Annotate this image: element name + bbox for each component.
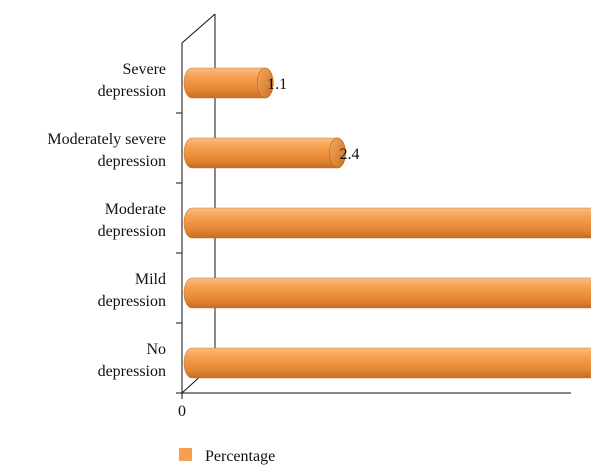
- bar: [183, 347, 591, 379]
- category-labels: Severe depression Moderately severe depress…: [47, 61, 166, 380]
- bar: [183, 207, 591, 239]
- bar: [183, 137, 346, 169]
- category-label: Moderate: [105, 201, 166, 218]
- category-label: No: [146, 341, 166, 358]
- bar-body: [183, 207, 591, 239]
- legend: Percentage: [179, 448, 275, 465]
- bar: [183, 67, 274, 99]
- bar-end-cap: [256, 67, 274, 99]
- category-label: depression: [98, 223, 166, 240]
- x-axis-ticks: 010203040506070: [178, 393, 186, 420]
- legend-label: Percentage: [205, 448, 275, 465]
- bar-body: [183, 347, 591, 379]
- bars-group: [183, 67, 591, 379]
- category-label: Severe: [122, 61, 166, 78]
- data-labels: 1.12.411.421.363.8: [267, 76, 359, 163]
- data-label: 2.4: [339, 146, 359, 163]
- category-label: depression: [98, 83, 166, 100]
- category-label: depression: [98, 293, 166, 310]
- data-label: 1.1: [267, 76, 287, 93]
- back-wall-frame: [181, 13, 216, 393]
- category-label: depression: [98, 363, 166, 380]
- category-ticks: [176, 112, 182, 394]
- bar-end-cap: [329, 137, 346, 169]
- category-label: depression: [98, 153, 166, 170]
- bar-body: [183, 277, 591, 309]
- bar-body: [183, 137, 346, 169]
- legend-swatch: [179, 448, 192, 461]
- bar: [183, 277, 591, 309]
- category-label: Moderately severe: [47, 131, 166, 148]
- category-label: Mild: [135, 271, 166, 288]
- x-tick-label: 0: [178, 403, 186, 420]
